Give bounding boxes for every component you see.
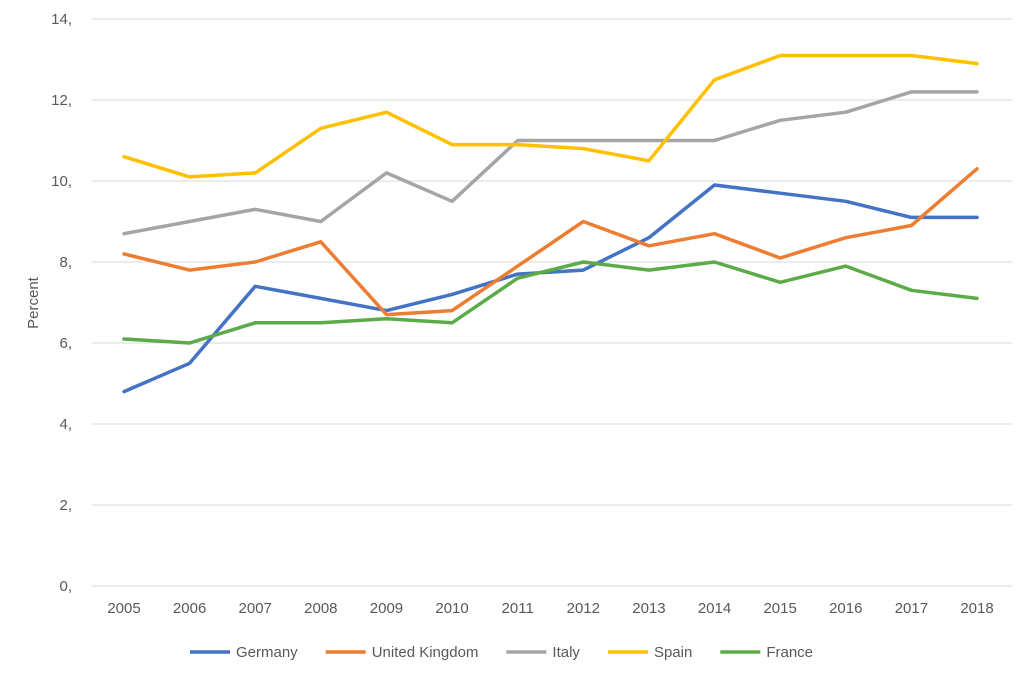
y-tick-label: 2,	[59, 497, 72, 514]
legend-item-france: France	[720, 644, 813, 661]
y-tick-label: 4,	[59, 416, 72, 433]
x-tick-label: 2005	[107, 600, 140, 617]
y-tick-label: 10,	[51, 173, 72, 190]
legend-label: France	[766, 644, 813, 661]
x-tick-label: 2018	[960, 600, 993, 617]
x-tick-label: 2015	[763, 600, 796, 617]
legend-label: Spain	[654, 644, 692, 661]
x-tick-label: 2009	[370, 600, 403, 617]
x-tick-label: 2010	[435, 600, 468, 617]
series-line-italy	[122, 90, 979, 236]
x-tick-label: 2014	[698, 600, 731, 617]
legend-item-united-kingdom: United Kingdom	[325, 644, 479, 661]
y-axis-ticks: 0, 2, 4, 6, 8, 10, 12, 14,	[51, 11, 72, 595]
x-tick-label: 2013	[632, 600, 665, 617]
series-lines	[122, 53, 979, 394]
legend-label: United Kingdom	[372, 644, 479, 661]
legend-item-germany: Germany	[190, 644, 298, 661]
x-axis-ticks: 2005 2006 2007 2008 2009 2010 2011 2012 2013 2014…	[107, 600, 993, 617]
legend-label: Italy	[552, 644, 580, 661]
legend-label: Germany	[236, 644, 298, 661]
x-tick-label: 2012	[567, 600, 600, 617]
x-tick-label: 2007	[239, 600, 272, 617]
series-line-france	[122, 260, 979, 345]
y-axis-title: Percent	[25, 276, 42, 329]
x-tick-label: 2016	[829, 600, 862, 617]
legend: Germany United Kingdom Italy Spain France	[190, 644, 813, 661]
x-tick-label: 2008	[304, 600, 337, 617]
y-tick-label: 14,	[51, 11, 72, 28]
y-tick-label: 6,	[59, 335, 72, 352]
series-line-germany	[122, 183, 979, 394]
legend-item-italy: Italy	[506, 644, 580, 661]
x-tick-label: 2011	[502, 600, 534, 617]
y-tick-label: 8,	[59, 254, 72, 271]
x-tick-label: 2017	[895, 600, 928, 617]
series-line-spain	[122, 53, 979, 179]
legend-item-spain: Spain	[607, 644, 692, 661]
x-tick-label: 2006	[173, 600, 206, 617]
series-line-united-kingdom	[122, 167, 979, 317]
y-tick-label: 12,	[51, 92, 72, 109]
y-tick-label: 0,	[59, 578, 72, 595]
